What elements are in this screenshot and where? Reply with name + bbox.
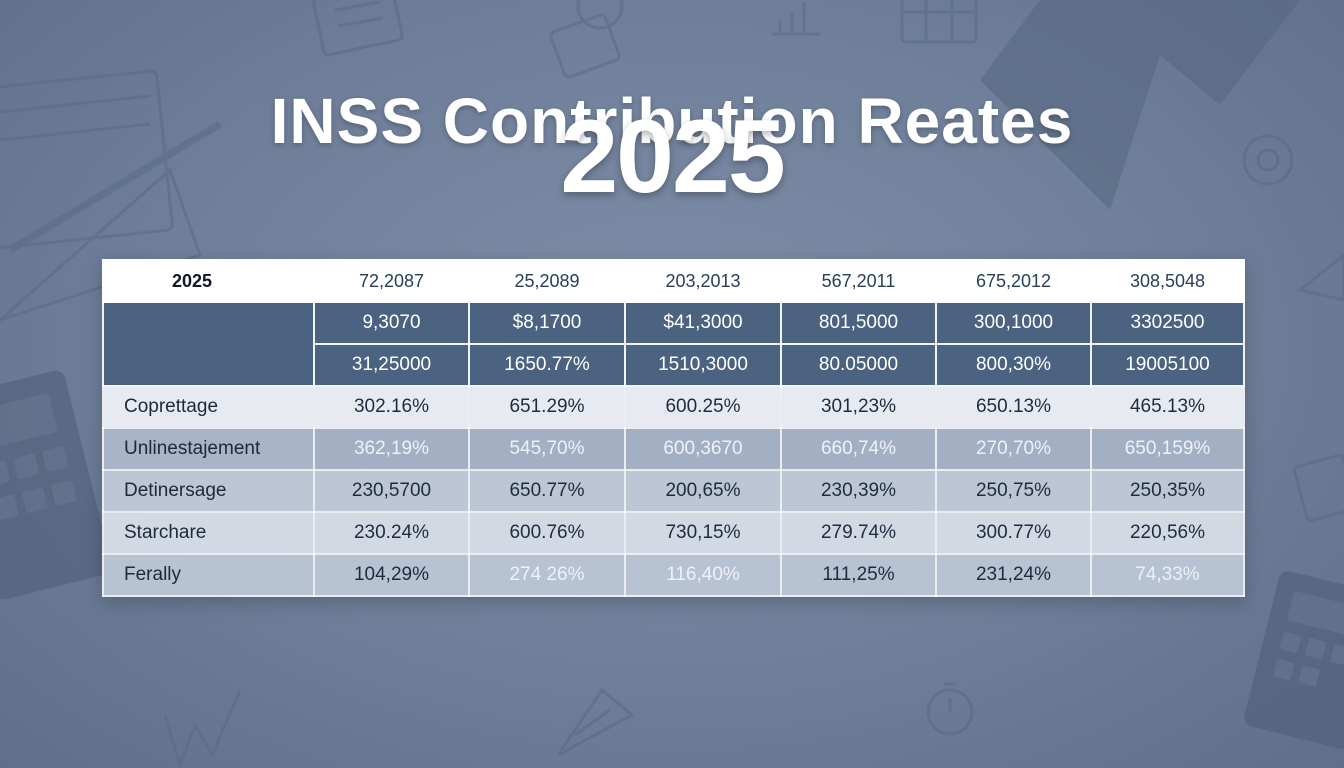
table-cell: 274 26% [468,553,626,597]
table-cell: 230.24% [313,511,470,555]
lightbulb-icon [549,0,624,79]
table-cell: 230,39% [780,469,937,513]
table-cell: 300,1000 [935,301,1092,345]
table-cell: 660,74% [780,427,937,471]
table-cell: 545,70% [468,427,626,471]
page-title-year: 2025 [560,99,785,215]
table-cell: 730,15% [624,511,782,555]
row-label: Detinersage [102,469,315,513]
header-cell: 675,2012 [935,259,1092,303]
header-cell: 567,2011 [780,259,937,303]
gear-icon [1242,134,1294,186]
triangle-ruler-icon [0,167,202,322]
table-cell: 116,40% [624,553,782,597]
contribution-rates-table: 2025 72,2087 25,2089 203,2013 567,2011 6… [102,259,1245,597]
table-cell: 230,5700 [313,469,470,513]
table-cell: 600.25% [624,385,782,429]
table-cell: 650.13% [935,385,1092,429]
empty-cell [102,301,315,387]
header-cell: 308,5048 [1090,259,1245,303]
table-header-row: 2025 72,2087 25,2089 203,2013 567,2011 6… [102,259,1245,303]
table-cell: 104,29% [313,553,470,597]
table-cell: 600,3670 [624,427,782,471]
table-cell: 362,19% [313,427,470,471]
header-cell: 2025 [102,259,315,303]
page-title: INSS Contribution Reates [270,85,1074,157]
row-label: Coprettage [102,385,315,429]
table-cell: 111,25% [780,553,937,597]
table-row: Ferally 104,29% 274 26% 116,40% 111,25% … [102,553,1245,597]
table-cell: 650,159% [1090,427,1245,471]
table-cell: 220,56% [1090,511,1245,555]
table-row: 9,3070 $8,1700 $41,3000 801,5000 300,100… [102,301,1245,387]
table-cell: 1510,3000 [624,343,782,387]
table-cell: 801,5000 [780,301,937,345]
calendar-icon [900,0,978,44]
table-cell: 74,33% [1090,553,1245,597]
ruler-icon [1296,253,1344,302]
table-cell: 250,75% [935,469,1092,513]
table-cell: 80.05000 [780,343,937,387]
table-cell: 231,24% [935,553,1092,597]
table-cell: 250,35% [1090,469,1245,513]
table-cell: 200,65% [624,469,782,513]
table-row: Detinersage 230,5700 650.77% 200,65% 230… [102,469,1245,513]
bar-chart-icon [772,2,820,36]
table-row: 31,25000 1650.77% 1510,3000 80.05000 800… [103,343,1245,387]
table-cell: 600.76% [468,511,626,555]
document-icon [1293,453,1344,523]
table-row: Coprettage 302.16% 651.29% 600.25% 301,2… [102,385,1245,429]
stopwatch-icon [926,682,974,736]
notebook-icon [0,69,174,250]
table-cell: $41,3000 [624,301,782,345]
table-cell: 650.77% [468,469,626,513]
checklist-icon [312,0,404,57]
table-cell: 3302500 [1090,301,1245,345]
table-cell: 651.29% [468,385,626,429]
calculator-icon [0,370,112,600]
pen-icon [8,120,222,254]
table-cell: $8,1700 [468,301,626,345]
table-cell: 1650.77% [468,343,626,387]
table-cell: 9,3070 [313,301,470,345]
table-row: Starchare 230.24% 600.76% 730,15% 279.74… [102,511,1245,555]
table-cell: 465.13% [1090,385,1245,429]
row-label: Starchare [102,511,315,555]
header-cell: 25,2089 [468,259,626,303]
table-cell: 301,23% [780,385,937,429]
header-cell: 72,2087 [313,259,470,303]
table-cell: 302.16% [313,385,470,429]
row-label: Unlinestajement [102,427,315,471]
table-cell: 279.74% [780,511,937,555]
triangle-ruler-icon [556,687,635,757]
row-label: Ferally [102,553,315,597]
table-row: Unlinestajement 362,19% 545,70% 600,3670… [102,427,1245,471]
calculator-icon [1244,571,1344,749]
table-cell: 19005100 [1090,343,1245,387]
trend-arrow-icon [980,0,1300,210]
table-cell: 800,30% [935,343,1092,387]
table-cell: 300.77% [935,511,1092,555]
table-cell: 31,25000 [313,343,470,387]
table-cell: 270,70% [935,427,1092,471]
line-chart-icon [163,689,242,768]
header-cell: 203,2013 [624,259,782,303]
